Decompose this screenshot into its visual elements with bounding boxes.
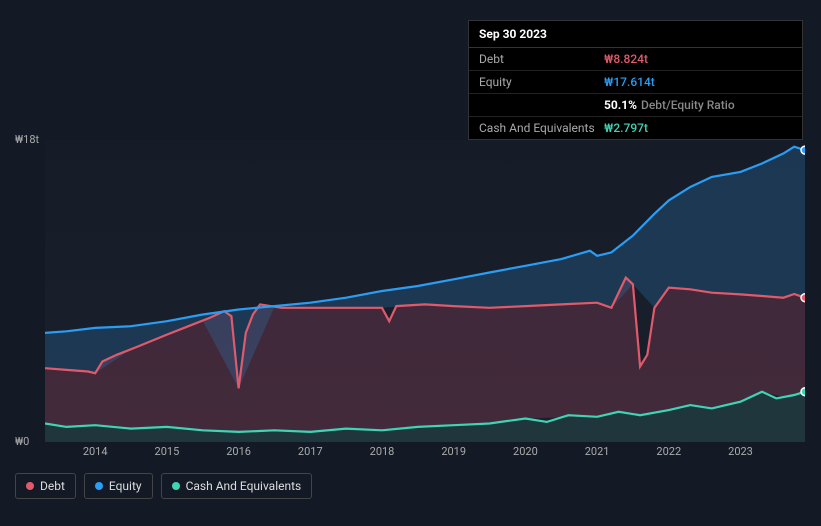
legend-item-equity[interactable]: Equity — [84, 473, 153, 499]
x-axis-tick: 2017 — [298, 445, 323, 458]
tooltip-cash-label: Cash And Equivalents — [479, 121, 604, 135]
chart-x-axis: 2014 2015 2016 2017 2018 2019 2020 2021 2022 2023 — [45, 445, 805, 465]
tooltip-row-ratio: 50.1% Debt/Equity Ratio — [469, 94, 802, 117]
legend-label: Debt — [40, 479, 65, 493]
end-marker-debt — [801, 294, 805, 302]
tooltip-ratio-pct: 50.1% — [604, 98, 637, 112]
y-axis-label: ₩18t — [15, 133, 39, 146]
tooltip-row-cash: Cash And Equivalents ₩2.797t — [469, 117, 802, 139]
end-marker-cash — [801, 388, 805, 396]
chart-legend: Debt Equity Cash And Equivalents — [15, 473, 312, 499]
tooltip-debt-value: ₩8.824t — [604, 52, 648, 66]
x-axis-tick: 2019 — [441, 445, 466, 458]
chart-container: 2014 2015 2016 2017 2018 2019 2020 2021 2022 2023… — [15, 125, 805, 485]
chart-tooltip: Sep 30 2023 Debt ₩8.824t Equity ₩17.614t… — [468, 20, 803, 140]
legend-dot-icon — [95, 482, 103, 490]
x-axis-tick: 2023 — [728, 445, 753, 458]
legend-dot-icon — [172, 482, 180, 490]
x-axis-tick: 2021 — [585, 445, 610, 458]
x-axis-tick: 2015 — [155, 445, 180, 458]
tooltip-cash-value: ₩2.797t — [604, 121, 648, 135]
x-axis-tick: 2022 — [656, 445, 681, 458]
tooltip-debt-label: Debt — [479, 52, 604, 66]
legend-item-debt[interactable]: Debt — [15, 473, 76, 499]
chart-svg — [45, 140, 805, 442]
x-axis-tick: 2014 — [83, 445, 108, 458]
tooltip-equity-value: ₩17.614t — [604, 75, 655, 89]
chart-plot-area[interactable] — [45, 140, 805, 442]
end-marker-equity — [801, 146, 805, 154]
tooltip-ratio-label: Debt/Equity Ratio — [641, 98, 735, 112]
legend-dot-icon — [26, 482, 34, 490]
x-axis-tick: 2016 — [226, 445, 251, 458]
y-axis-label: ₩0 — [15, 435, 29, 448]
tooltip-date: Sep 30 2023 — [469, 21, 802, 48]
tooltip-row-equity: Equity ₩17.614t — [469, 71, 802, 94]
tooltip-equity-label: Equity — [479, 75, 604, 89]
legend-label: Equity — [109, 479, 142, 493]
tooltip-ratio-spacer — [479, 98, 604, 112]
x-axis-tick: 2020 — [513, 445, 538, 458]
legend-item-cash[interactable]: Cash And Equivalents — [161, 473, 313, 499]
legend-label: Cash And Equivalents — [186, 479, 302, 493]
tooltip-row-debt: Debt ₩8.824t — [469, 48, 802, 71]
x-axis-tick: 2018 — [370, 445, 395, 458]
